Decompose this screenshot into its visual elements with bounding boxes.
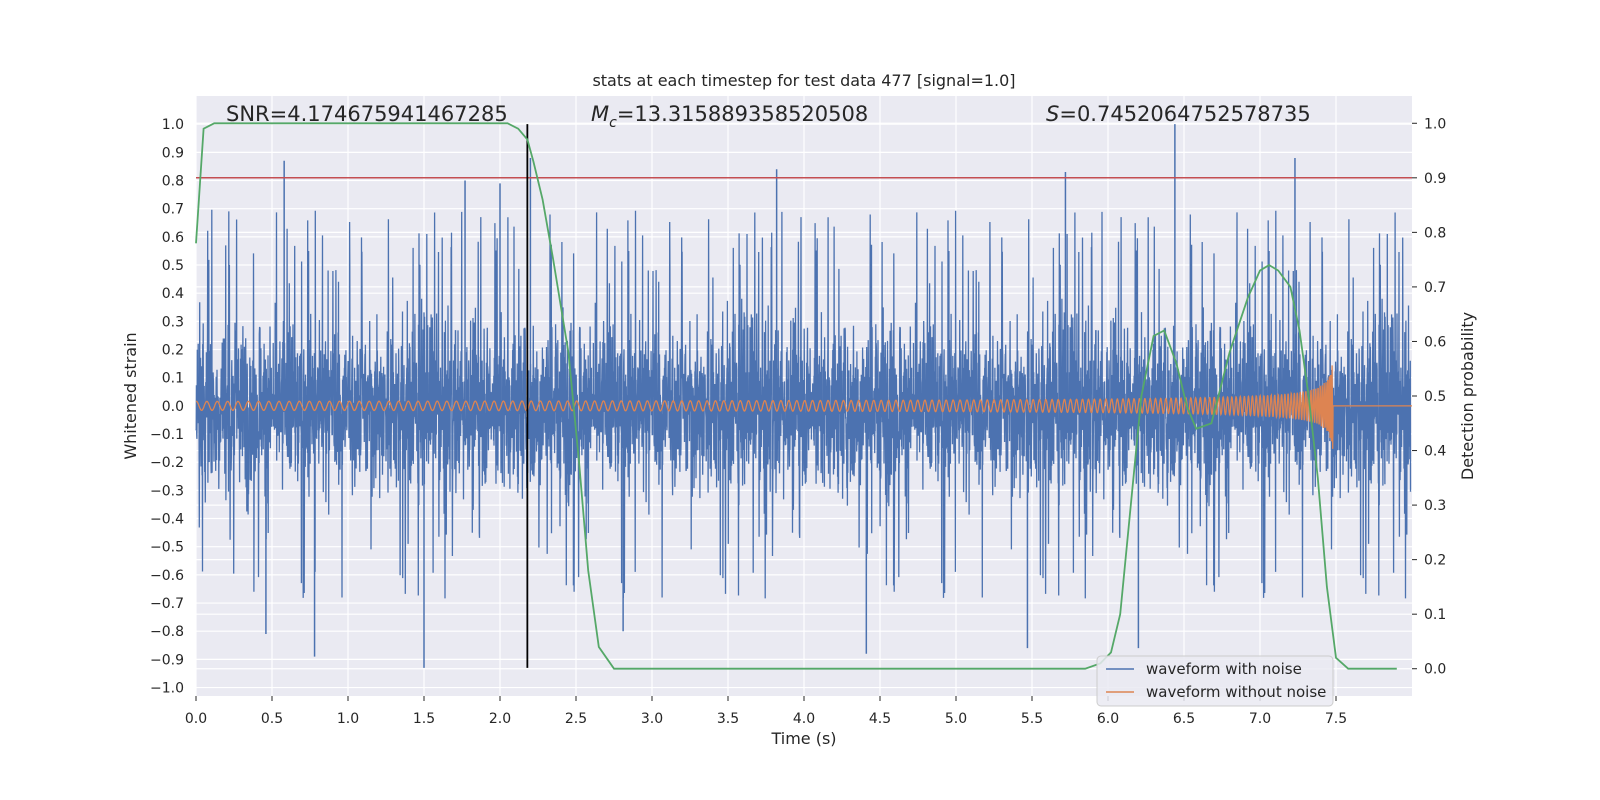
y-right-tick-label-8: 0.2 — [1424, 553, 1446, 569]
x-tick-label-15: 7.5 — [1325, 711, 1347, 727]
annotation-chirp-mass-symbol: M — [591, 102, 609, 126]
y-right-tick-label-2: 0.8 — [1424, 225, 1446, 241]
y-tick-label-15: −0.5 — [150, 540, 184, 556]
y-tick-label-18: −0.8 — [150, 624, 184, 640]
y-tick-label-6: 0.4 — [162, 286, 184, 302]
series-detection-probability — [195, 122, 1397, 670]
y-right-tick-label-7: 0.3 — [1424, 498, 1446, 514]
x-tick-label-1: 0.5 — [261, 711, 283, 727]
annotation-snr: SNR=4.174675941467285 — [226, 102, 508, 126]
x-tick-label-13: 6.5 — [1173, 711, 1195, 727]
y-axis-label: Whitened strain — [121, 332, 140, 459]
y-tick-label-20: −1.0 — [150, 681, 184, 697]
annotation-s-symbol: S — [1046, 102, 1059, 126]
x-tick-label-7: 3.5 — [717, 711, 739, 727]
y-right-tick-label-6: 0.4 — [1424, 444, 1446, 460]
x-tick-label-6: 3.0 — [641, 711, 663, 727]
y-right-tick-label-1: 0.9 — [1424, 171, 1446, 187]
y-tick-label-2: 0.8 — [162, 174, 184, 190]
chart-title: stats at each timestep for test data 477… — [592, 71, 1015, 90]
y-tick-label-7: 0.3 — [162, 314, 184, 330]
probability-trace — [195, 122, 1397, 670]
y-tick-label-12: −0.2 — [150, 455, 184, 471]
y-tick-label-9: 0.1 — [162, 371, 184, 387]
noise-trace — [195, 209, 1412, 599]
y-right-tick-label-10: 0.0 — [1424, 662, 1446, 678]
y-tick-label-0: 1.0 — [162, 117, 184, 133]
chirp-trace — [195, 365, 1412, 449]
annotation-chirp-mass-subscript: c — [609, 115, 617, 131]
x-tick-label-8: 4.0 — [793, 711, 815, 727]
y-right-tick-label-3: 0.7 — [1424, 280, 1446, 296]
x-tick-label-4: 2.0 — [489, 711, 511, 727]
annotation-chirp-mass: Mc=13.315889358520508 — [591, 102, 868, 131]
legend-label-clean: waveform without noise — [1146, 683, 1326, 701]
y-right-tick-label-0: 1.0 — [1424, 116, 1446, 132]
annotation-chirp-mass-value: =13.315889358520508 — [617, 102, 868, 126]
x-tick-label-3: 1.5 — [413, 711, 435, 727]
y-axis-right-label: Detection probability — [1458, 312, 1477, 480]
y-tick-label-8: 0.2 — [162, 343, 184, 359]
x-tick-label-0: 0.0 — [185, 711, 207, 727]
x-tick-label-11: 5.5 — [1021, 711, 1043, 727]
y-tick-label-3: 0.7 — [162, 202, 184, 218]
x-tick-label-5: 2.5 — [565, 711, 587, 727]
y-tick-label-13: −0.3 — [150, 483, 184, 499]
legend-label-noise: waveform with noise — [1146, 660, 1302, 678]
y-tick-label-11: −0.1 — [150, 427, 184, 443]
annotation-s: S=0.7452064752578735 — [1046, 102, 1311, 126]
x-axis-ticks: 0.0 0.5 1.0 1.5 2.0 2.5 3.0 3.5 4.0 4.5 5.0 5.5 6.0 6… — [185, 696, 1347, 727]
y-tick-label-14: −0.4 — [150, 512, 184, 528]
x-tick-label-14: 7.0 — [1249, 711, 1271, 727]
y-right-tick-label-4: 0.6 — [1424, 334, 1446, 350]
y-tick-label-17: −0.7 — [150, 596, 184, 612]
y-tick-label-19: −0.9 — [150, 652, 184, 668]
series-waveform-without-noise — [195, 365, 1412, 449]
annotation-s-value: =0.7452064752578735 — [1059, 102, 1310, 126]
y-right-tick-label-9: 0.1 — [1424, 607, 1446, 623]
y-tick-label-16: −0.6 — [150, 568, 184, 584]
y-tick-label-4: 0.6 — [162, 230, 184, 246]
x-tick-label-9: 4.5 — [869, 711, 891, 727]
y-tick-label-5: 0.5 — [162, 258, 184, 274]
y-axis-right-ticks: 1.0 0.9 0.8 0.7 0.6 0.5 0.4 0.3 0.2 0.1 0.0 — [1412, 116, 1446, 678]
y-tick-label-10: 0.0 — [162, 399, 184, 415]
y-axis-ticks: 1.0 0.9 0.8 0.7 0.6 0.5 0.4 0.3 0.2 0.1 0.0 −0.1 −0.… — [150, 117, 184, 696]
legend: waveform with noise waveform without noi… — [1096, 655, 1334, 707]
x-tick-label-10: 5.0 — [945, 711, 967, 727]
x-tick-label-2: 1.0 — [337, 711, 359, 727]
legend-box — [1096, 655, 1334, 707]
x-axis-label: Time (s) — [770, 729, 836, 748]
x-tick-label-12: 6.0 — [1097, 711, 1119, 727]
y-right-tick-label-5: 0.5 — [1424, 389, 1446, 405]
y-tick-label-1: 0.9 — [162, 145, 184, 161]
